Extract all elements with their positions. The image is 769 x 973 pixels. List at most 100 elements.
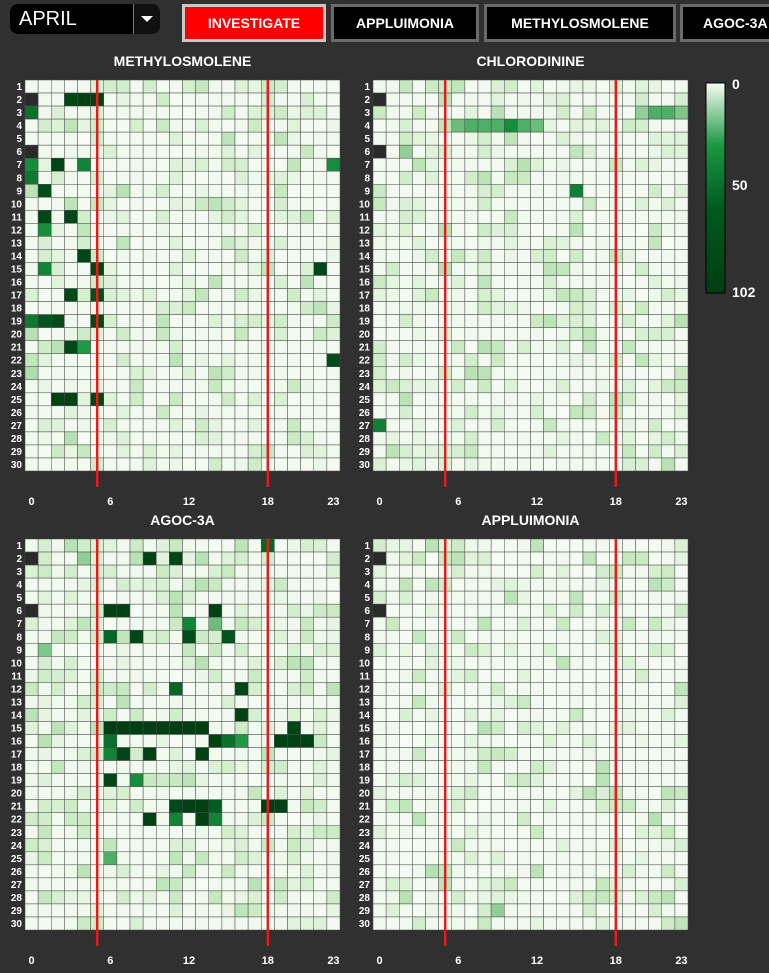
heatmap-cell (313, 538, 328, 553)
heatmap-cell (300, 184, 315, 198)
heatmap-cell (477, 669, 492, 683)
heatmap-cell (543, 643, 558, 657)
heatmap-cell (208, 327, 223, 341)
heatmap-cell (661, 564, 676, 579)
heatmap-cell (661, 457, 676, 472)
heatmap-cell (543, 366, 558, 381)
tab-investigate[interactable]: INVESTIGATE (182, 4, 326, 42)
heatmap-cell (569, 457, 584, 472)
heatmap-cell (274, 157, 288, 172)
heatmap-cell (37, 916, 52, 931)
heatmap-cell (504, 105, 518, 120)
heatmap-cell (399, 340, 413, 354)
tab-appluimonia[interactable]: APPLUIMONIA (331, 4, 479, 42)
row-label: 8 (364, 632, 370, 643)
heatmap-cell (51, 695, 65, 709)
heatmap-cell (156, 301, 170, 315)
heatmap-cell (385, 760, 400, 774)
heatmap-cell (37, 838, 52, 853)
heatmap-cell (195, 366, 210, 381)
heatmap-cell (234, 577, 249, 592)
heatmap-cell (37, 262, 52, 276)
heatmap-cell (517, 275, 531, 289)
heatmap-cell (477, 405, 492, 420)
heatmap-cell (116, 444, 131, 459)
heatmap-cell (195, 786, 210, 800)
heatmap-cell (464, 903, 479, 918)
heatmap-cell (287, 551, 301, 566)
heatmap-cell (451, 197, 466, 211)
heatmap-cell (595, 288, 610, 302)
heatmap-cell (313, 656, 328, 670)
heatmap-cell (129, 236, 144, 250)
heatmap-cell (556, 851, 571, 866)
heatmap-cell (543, 262, 558, 276)
heatmap-cell (195, 773, 210, 787)
heatmap-cell (504, 656, 518, 670)
heatmap-cell (208, 353, 223, 367)
heatmap-cell (504, 392, 518, 407)
heatmap-cell (582, 366, 597, 381)
heatmap-cell (464, 721, 479, 735)
heatmap-cell (195, 603, 210, 618)
tab-methylosmolene[interactable]: METHYLOSMOLENE (484, 4, 676, 42)
heatmap-cell (129, 786, 144, 800)
heatmap-cell (412, 392, 426, 407)
heatmap-cell (425, 916, 439, 931)
heatmap-cell (274, 695, 288, 709)
heatmap-cell (142, 786, 157, 800)
heatmap-cell (116, 669, 131, 683)
heatmap-cell (51, 197, 65, 211)
heatmap-cell (24, 669, 39, 683)
heatmap-cell (208, 577, 223, 592)
heatmap-cell (326, 392, 341, 407)
heatmap-cell (129, 431, 144, 446)
heatmap-cell (129, 418, 144, 433)
heatmap-cell (274, 275, 288, 289)
heatmap-cell (569, 760, 584, 774)
month-dropdown[interactable]: APRIL (10, 4, 160, 34)
heatmap-cell (221, 392, 236, 407)
heatmap-cell (530, 603, 544, 618)
heatmap-cell (195, 890, 210, 905)
heatmap-cell (517, 877, 531, 892)
heatmap-cell (129, 131, 144, 146)
heatmap-cell (77, 877, 91, 892)
heatmap-cell (208, 890, 223, 905)
heatmap-cell (274, 903, 288, 918)
heatmap-cell (326, 301, 341, 315)
heatmap-cell (116, 590, 131, 605)
row-label: 7 (16, 619, 22, 630)
heatmap-cell (326, 79, 341, 94)
heatmap-cell (412, 786, 426, 800)
heatmap-cell (635, 405, 649, 420)
heatmap-cell (504, 564, 518, 579)
heatmap-cell (208, 118, 223, 133)
heatmap-cell (234, 353, 249, 367)
heatmap-cell (142, 760, 157, 774)
heatmap-cell (622, 682, 636, 696)
heatmap-cell (504, 799, 518, 813)
heatmap-cell (582, 236, 597, 250)
heatmap-cell (674, 812, 689, 826)
heatmap-cell (169, 734, 183, 748)
heatmap-cell (464, 197, 479, 211)
heatmap-cell (451, 551, 466, 566)
heatmap-cell (77, 210, 91, 224)
row-label: 24 (359, 382, 371, 393)
heatmap-title: AGOC-3A (150, 512, 215, 528)
heatmap-cell (182, 734, 196, 748)
heatmap-cell (425, 418, 439, 433)
tab-agoc-3a[interactable]: AGOC-3A (680, 4, 769, 42)
heatmap-cell (451, 825, 466, 840)
heatmap-cell (51, 236, 65, 250)
heatmap-cell (622, 275, 636, 289)
heatmap-cell (490, 223, 505, 237)
month-dropdown-toggle[interactable] (133, 4, 160, 34)
heatmap-cell (182, 249, 196, 263)
heatmap-cell (622, 262, 636, 276)
heatmap-cell (208, 682, 223, 696)
heatmap-cell (582, 301, 597, 315)
heatmap-cell (51, 405, 65, 420)
heatmap-cell (169, 405, 183, 420)
